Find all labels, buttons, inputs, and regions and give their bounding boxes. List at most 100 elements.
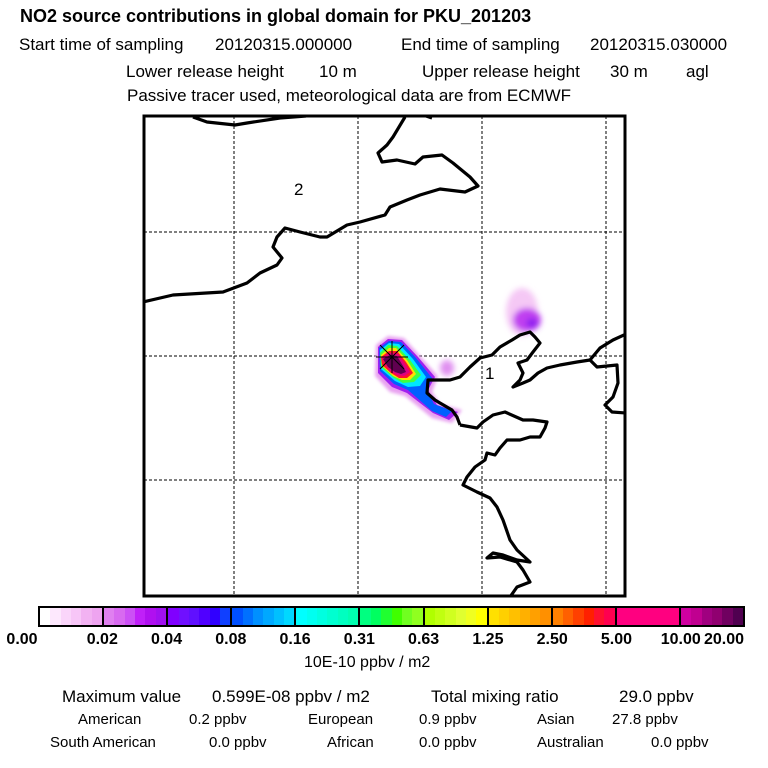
colorbar-shade: [476, 608, 487, 625]
colorbar-shade: [519, 608, 531, 625]
tracer-note: Passive tracer used, meteorological data…: [127, 86, 572, 105]
colorbar-shade: [219, 608, 231, 625]
colorbar-shade: [209, 608, 220, 625]
colorbar-shade: [658, 608, 669, 625]
colorbar-shade: [104, 608, 115, 625]
total-mixing-label: Total mixing ratio: [431, 687, 559, 706]
colorbar-tick-label: 2.50: [536, 631, 568, 648]
colorbar-shade: [188, 608, 200, 625]
colorbar-shade: [124, 608, 136, 625]
map-frame: [142, 114, 627, 598]
colorbar-shade: [445, 608, 456, 625]
colorbar-shade: [691, 608, 702, 625]
colorbar-shade: [252, 608, 264, 625]
colorbar-tick-label: 1.25: [472, 631, 504, 648]
region-value: 0.9 ppbv: [419, 711, 477, 728]
colorbar-shade: [401, 608, 413, 625]
colorbar-shade: [81, 608, 92, 625]
colorbar-shade: [50, 608, 61, 625]
region-value: 27.8 ppbv: [612, 711, 678, 728]
colorbar-tick-label: 0.04: [150, 631, 183, 648]
lower-height-value: 10 m: [319, 62, 357, 81]
colorbar-shade: [296, 608, 307, 625]
start-time-label: Start time of sampling: [19, 35, 184, 54]
colorbar-shade: [391, 608, 402, 625]
colorbar-shade: [60, 608, 72, 625]
colorbar-shade: [594, 608, 605, 625]
start-time-value: 20120315.000000: [215, 35, 353, 54]
colorbar-shade: [155, 608, 167, 625]
colorbar-shade: [701, 608, 712, 625]
colorbar-shade: [145, 608, 156, 625]
colorbar-shade: [71, 608, 82, 625]
colorbar-shade: [465, 608, 477, 625]
colorbar: [38, 606, 745, 627]
colorbar-shade: [540, 608, 551, 625]
plume-northeast: [440, 288, 541, 376]
total-mixing-value: 29.0 ppbv: [619, 687, 694, 706]
upper-height-label: Upper release height: [422, 62, 580, 81]
colorbar-shade: [306, 608, 318, 625]
colorbar-shade: [360, 608, 371, 625]
region-name: South American: [50, 734, 156, 751]
colorbar-bin: [232, 608, 297, 625]
colorbar-shade: [40, 608, 51, 625]
colorbar-bin: [168, 608, 233, 625]
colorbar-bin: [680, 608, 743, 625]
colorbar-shade: [91, 608, 103, 625]
region-value: 0.2 ppbv: [189, 711, 247, 728]
max-value: 0.599E-08 ppbv / m2: [212, 687, 370, 706]
colorbar-bin: [424, 608, 489, 625]
end-time-value: 20120315.030000: [590, 35, 728, 54]
colorbar-bin: [552, 608, 617, 625]
colorbar-shade: [455, 608, 466, 625]
colorbar-shade: [583, 608, 595, 625]
colorbar-bin: [296, 608, 361, 625]
plot-title: NO2 source contributions in global domai…: [20, 6, 532, 26]
colorbar-shade: [370, 608, 382, 625]
colorbar-tick-label: 0.08: [215, 631, 247, 648]
colorbar-shade: [488, 608, 499, 625]
colorbar-shade: [337, 608, 349, 625]
colorbar-shade: [722, 608, 733, 625]
colorbar-shade: [627, 608, 638, 625]
colorbar-bin: [488, 608, 553, 625]
colorbar-shade: [317, 608, 328, 625]
colorbar-shade: [434, 608, 446, 625]
colorbar-shade: [604, 608, 615, 625]
region-label-1: 1: [485, 364, 494, 383]
colorbar-shade: [232, 608, 243, 625]
colorbar-shade: [668, 608, 679, 625]
colorbar-bin: [104, 608, 169, 625]
colorbar-tick-label: 0.31: [343, 631, 375, 648]
colorbar-shade: [647, 608, 659, 625]
colorbar-shade: [509, 608, 520, 625]
region-name: African: [327, 734, 374, 751]
colorbar-shade: [327, 608, 338, 625]
colorbar-units: 10E-10 ppbv / m2: [304, 654, 431, 671]
upper-height-value: 30 m: [610, 62, 648, 81]
colorbar-tick-label: 0.63: [408, 631, 440, 648]
colorbar-shade: [616, 608, 628, 625]
colorbar-shade: [680, 608, 692, 625]
height-reference: agl: [686, 62, 709, 81]
colorbar-tick-label: 0.16: [279, 631, 311, 648]
colorbar-shade: [424, 608, 435, 625]
colorbar-shade: [135, 608, 146, 625]
max-value-label: Maximum value: [62, 687, 182, 706]
colorbar-shade: [711, 608, 723, 625]
colorbar-bin: [360, 608, 425, 625]
colorbar-bin: [616, 608, 681, 625]
region-name: Asian: [537, 711, 575, 728]
lower-height-label: Lower release height: [126, 62, 284, 81]
colorbar-tick-label: 10.00: [660, 631, 701, 648]
region-name: European: [308, 711, 374, 728]
colorbar-shade: [178, 608, 189, 625]
region-value: 0.0 ppbv: [651, 734, 709, 751]
colorbar-shade: [573, 608, 584, 625]
region-value: 0.0 ppbv: [419, 734, 477, 751]
colorbar-shade: [381, 608, 392, 625]
region-value: 0.0 ppbv: [209, 734, 267, 751]
colorbar-shade: [499, 608, 510, 625]
